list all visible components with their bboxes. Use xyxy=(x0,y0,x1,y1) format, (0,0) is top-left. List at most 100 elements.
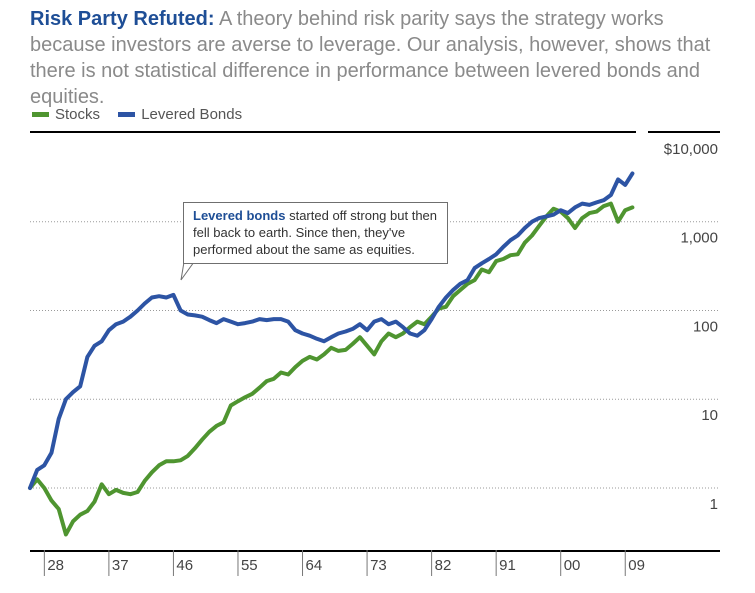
x-tick-label: 64 xyxy=(306,557,323,574)
legend-swatch-stocks xyxy=(32,112,49,117)
levered-bonds-point xyxy=(508,238,513,242)
legend-label-levered-bonds: Levered Bonds xyxy=(141,106,243,123)
levered-bonds-point xyxy=(200,315,204,319)
levered-bonds-point xyxy=(179,308,183,313)
y-tick-label: 1,000 xyxy=(680,230,718,247)
levered-bonds-point xyxy=(78,384,82,388)
levered-bonds-point xyxy=(408,331,412,336)
levered-bonds-point xyxy=(401,325,405,329)
levered-bonds-point xyxy=(150,295,154,300)
stocks-point xyxy=(379,339,383,343)
stocks-point xyxy=(265,379,269,383)
stocks-point xyxy=(164,459,168,463)
stocks-point xyxy=(222,420,226,424)
stocks-point xyxy=(394,335,398,339)
top-rule xyxy=(30,131,636,133)
levered-bonds-point xyxy=(351,327,355,331)
stocks-point xyxy=(42,486,46,490)
callout-pointer xyxy=(180,262,195,281)
levered-bonds-point xyxy=(523,226,527,230)
stocks-point xyxy=(92,500,97,504)
stocks-point xyxy=(329,346,333,350)
stocks-point xyxy=(422,322,426,326)
stocks-point xyxy=(444,305,448,309)
stocks-point xyxy=(408,325,412,329)
stocks-point xyxy=(351,342,355,346)
levered-bonds-point xyxy=(279,317,283,321)
callout-lead: Levered bonds xyxy=(193,208,286,223)
stocks-point xyxy=(250,392,254,396)
levered-bonds-point xyxy=(623,183,627,187)
levered-bonds-point xyxy=(394,320,398,324)
stocks-point xyxy=(279,370,283,375)
y-tick-label: 1 xyxy=(710,496,718,513)
levered-bonds-point xyxy=(49,451,54,455)
levered-bonds-point xyxy=(28,486,32,490)
legend-item-levered-bonds: Levered Bonds xyxy=(118,106,242,123)
y-tick-label: $10,000 xyxy=(664,141,718,158)
levered-bonds-point xyxy=(415,334,419,338)
stocks-point xyxy=(508,253,513,257)
x-tick-label: 37 xyxy=(112,557,129,574)
levered-bonds-point xyxy=(300,331,305,336)
levered-bonds-point xyxy=(193,313,197,317)
levered-bonds-point xyxy=(444,295,448,300)
levered-bonds-point xyxy=(551,213,556,217)
stocks-point xyxy=(358,335,362,339)
stocks-point xyxy=(107,492,111,496)
levered-bonds-point xyxy=(379,317,383,321)
levered-bonds-point xyxy=(473,266,477,270)
levered-bonds-point xyxy=(494,252,498,256)
levered-bonds-point xyxy=(451,288,455,292)
levered-bonds-point xyxy=(587,203,592,207)
levered-bonds-point xyxy=(243,321,247,325)
levered-bonds-point xyxy=(437,305,441,309)
levered-bonds-point xyxy=(559,208,563,212)
stocks-point xyxy=(595,210,599,214)
levered-bonds-point xyxy=(136,308,140,313)
stocks-point xyxy=(401,331,405,336)
stocks-point xyxy=(530,233,534,238)
levered-bonds-point xyxy=(207,318,211,322)
levered-bonds-point xyxy=(157,294,161,298)
stocks-point xyxy=(229,403,233,408)
levered-bonds-point xyxy=(164,295,168,300)
x-tick-label: 00 xyxy=(564,557,581,574)
levered-bonds-point xyxy=(336,331,340,336)
stocks-point xyxy=(243,395,247,399)
stocks-point xyxy=(344,348,348,352)
stocks-point xyxy=(186,454,190,458)
levered-bonds-point xyxy=(85,355,89,359)
levered-bonds-point xyxy=(387,322,391,326)
levered-bonds-point xyxy=(128,315,132,319)
levered-bonds-point xyxy=(516,233,520,238)
stocks-point xyxy=(494,259,498,263)
chart-legend: Stocks Levered Bonds xyxy=(32,104,256,123)
levered-bonds-point xyxy=(329,335,333,339)
stocks-point xyxy=(49,499,54,503)
stocks-point xyxy=(451,294,455,298)
levered-bonds-point xyxy=(566,211,570,215)
title-lead: Risk Party Refuted: xyxy=(30,8,215,30)
x-tick-label: 46 xyxy=(176,557,193,574)
levered-bonds-point xyxy=(358,322,362,326)
stocks-point xyxy=(257,386,262,390)
stocks-point xyxy=(580,216,584,220)
levered-bonds-point xyxy=(344,329,348,334)
levered-bonds-point xyxy=(265,318,269,322)
levered-bonds-point xyxy=(609,193,613,197)
callout-text: started off strong but then fell back to… xyxy=(193,208,438,257)
levered-bonds-point xyxy=(602,198,606,202)
axis-top-rule xyxy=(648,131,720,133)
stocks-point xyxy=(365,344,369,348)
stocks-point xyxy=(387,331,391,336)
x-tick-label: 91 xyxy=(499,557,516,574)
levered-bonds-point xyxy=(57,417,61,421)
levered-bonds-point xyxy=(42,463,46,467)
levered-bonds-point xyxy=(257,317,262,321)
levered-bonds-point xyxy=(573,205,577,209)
stocks-point xyxy=(336,349,340,353)
levered-bonds-point xyxy=(322,339,326,343)
levered-bonds-point xyxy=(537,216,541,220)
x-tick-label: 09 xyxy=(628,557,645,574)
